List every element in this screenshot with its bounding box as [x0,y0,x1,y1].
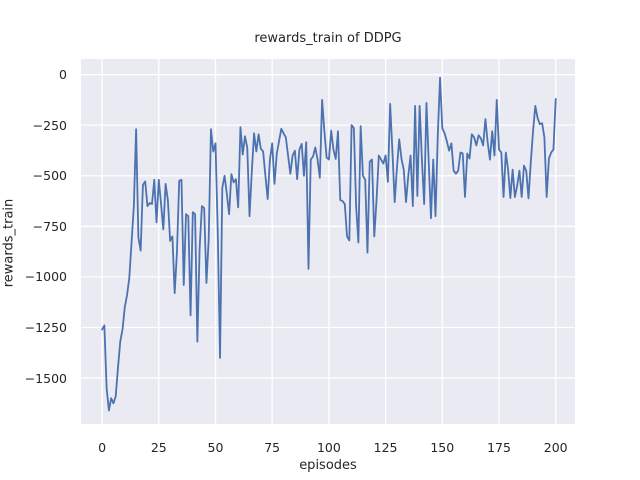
y-tick-label: −750 [32,218,67,234]
x-axis-label: episodes [299,458,357,473]
y-tick-label: 0 [59,67,67,83]
y-tick-label: −1000 [24,269,67,285]
x-tick-label: 100 [316,440,341,455]
x-tick-label: 175 [487,440,511,455]
y-tick-label: −500 [32,168,67,184]
x-tick-label: 0 [98,440,107,455]
gridlines [81,59,575,424]
y-axis-label: rewards_train [1,198,17,288]
y-tick-label: −250 [32,117,67,133]
rewards-train-series [101,76,557,412]
data-line [101,76,557,412]
chart-title: rewards_train of DDPG [254,31,402,46]
line-chart [81,59,575,424]
x-tick-label: 150 [430,440,455,455]
plot-area [81,59,575,424]
x-tick-label: 125 [373,440,398,455]
x-tick-label: 50 [207,440,224,455]
x-tick-label: 25 [150,440,167,455]
y-tick-label: −1500 [24,370,67,386]
x-tick-label: 200 [543,440,568,455]
x-tick-label: 75 [264,440,281,455]
y-tick-label: −1250 [24,320,67,335]
